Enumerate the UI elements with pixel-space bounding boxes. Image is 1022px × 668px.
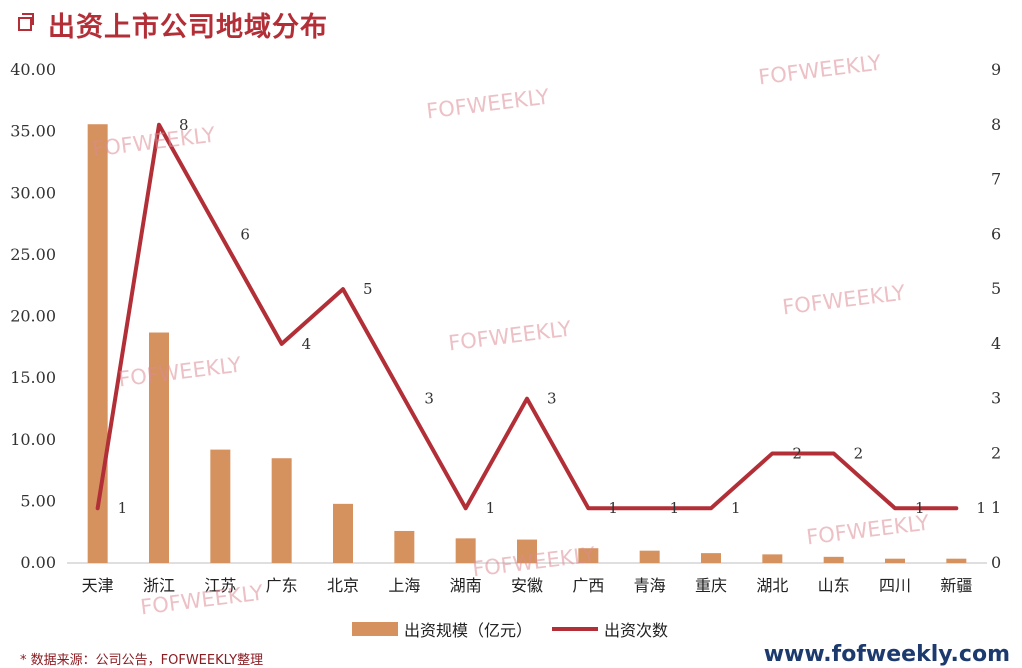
site-url: www.fofweekly.com: [763, 642, 1010, 667]
y-left-tick-label: 30.00: [10, 183, 56, 202]
line-data-label: 1: [118, 499, 128, 517]
legend-line-swatch: [552, 627, 599, 631]
bar: [639, 550, 660, 563]
y-left-tick-label: 40.00: [10, 60, 56, 79]
y-left-tick-label: 0.00: [20, 553, 56, 572]
bar: [271, 458, 292, 563]
title-icon: [18, 13, 34, 31]
y-left-tick-label: 20.00: [10, 307, 56, 326]
bar: [823, 556, 844, 563]
x-category-label: 江苏: [204, 576, 236, 595]
bar: [333, 503, 353, 563]
line-data-label: 3: [547, 390, 557, 408]
bar: [762, 554, 783, 563]
x-category-label: 浙江: [143, 576, 175, 595]
y-left-tick-label: 5.00: [20, 491, 56, 510]
x-category-label: 湖北: [756, 576, 788, 595]
bar: [87, 124, 108, 563]
line-data-label: 1: [976, 499, 986, 517]
line-data-label: 2: [792, 444, 802, 462]
line-data-label: 1: [915, 499, 925, 517]
x-category-label: 安徽: [511, 576, 543, 595]
y-left-tick-label: 35.00: [10, 122, 56, 141]
bar: [946, 558, 967, 563]
data-source-note: * 数据来源：公司公告，FOFWEEKLY整理: [20, 653, 264, 668]
x-category-label: 天津: [82, 576, 114, 595]
line-data-label: 1: [486, 499, 496, 517]
line-data-label: 1: [670, 499, 680, 517]
y-right-tick-label: 2: [991, 443, 1001, 462]
line-data-label: 2: [854, 444, 864, 462]
x-category-label: 上海: [388, 576, 420, 595]
line-series: [95, 122, 959, 511]
line-data-label: 4: [302, 335, 312, 353]
line-data-label: 6: [240, 225, 250, 243]
y-right-tick-label: 7: [991, 170, 1001, 189]
x-category-label: 北京: [327, 576, 359, 595]
line-data-label: 1: [731, 499, 741, 517]
y-right-tick-label: 9: [991, 60, 1001, 79]
line-data-label: 3: [424, 390, 434, 408]
x-category-label: 广东: [266, 576, 298, 595]
chart-title: 出资上市公司地域分布: [48, 11, 328, 43]
x-category-label: 湖南: [450, 576, 482, 595]
x-category-label: 山东: [818, 576, 850, 595]
chart-header: 出资上市公司地域分布: [18, 8, 328, 43]
legend-bar-swatch: [352, 622, 398, 636]
bar: [394, 530, 415, 563]
x-category-label: 新疆: [940, 576, 972, 595]
y-right-tick-label: 1: [991, 498, 1001, 517]
bar: [701, 553, 721, 563]
line-data-label: 1: [608, 499, 618, 517]
y-left-tick-label: 25.00: [10, 245, 56, 264]
bar: [149, 332, 169, 563]
y-right-tick-label: 8: [991, 115, 1001, 134]
legend-line-label: 出资次数: [604, 621, 669, 640]
x-category-label: 重庆: [695, 576, 727, 595]
bar: [210, 449, 231, 563]
bar: [578, 548, 599, 563]
bar: [517, 539, 537, 563]
y-right-tick-label: 5: [991, 279, 1001, 298]
line-data-label: 8: [179, 116, 189, 134]
y-right-tick-label: 3: [991, 389, 1001, 408]
bar: [885, 558, 905, 563]
x-category-label: 广西: [572, 576, 604, 595]
y-right-tick-label: 0: [991, 553, 1001, 572]
bar: [455, 538, 476, 563]
x-category-label: 四川: [879, 576, 911, 595]
y-left-tick-label: 15.00: [10, 368, 56, 387]
y-left-tick-label: 10.00: [10, 430, 56, 449]
y-right-tick-label: 4: [991, 334, 1001, 353]
x-category-label: 青海: [634, 576, 666, 595]
legend-bar-label: 出资规模（亿元）: [404, 621, 533, 640]
chart-legend: 出资规模（亿元） 出资次数: [352, 617, 668, 641]
line-data-label: 5: [363, 280, 373, 298]
y-right-tick-label: 6: [991, 224, 1001, 243]
